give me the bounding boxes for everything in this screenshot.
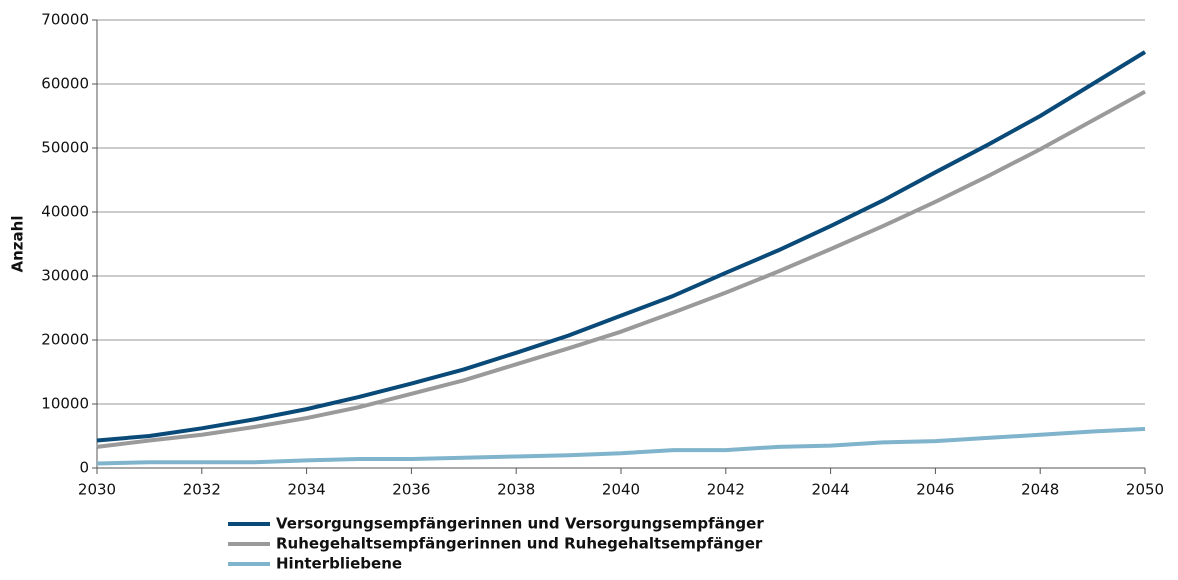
x-tick-label: 2048 bbox=[1021, 481, 1059, 499]
x-tick-label: 2036 bbox=[392, 481, 430, 499]
x-tick-label: 2044 bbox=[812, 481, 850, 499]
x-tick-label: 2030 bbox=[78, 481, 116, 499]
x-tick-label: 2038 bbox=[497, 481, 535, 499]
x-tick-label: 2040 bbox=[602, 481, 640, 499]
x-tick-label: 2046 bbox=[916, 481, 954, 499]
x-tick-label: 2050 bbox=[1126, 481, 1164, 499]
legend-label: Hinterbliebene bbox=[276, 555, 402, 573]
x-tick-label: 2042 bbox=[707, 481, 745, 499]
x-tick-label: 2034 bbox=[288, 481, 326, 499]
y-tick-label: 60000 bbox=[41, 75, 89, 93]
y-axis-label: Anzahl bbox=[9, 216, 27, 273]
series-line bbox=[96, 50, 1147, 443]
series-line bbox=[96, 426, 1146, 466]
y-tick-label: 0 bbox=[79, 459, 89, 477]
legend-label: Ruhegehaltsempfängerinnen und Ruhegehalt… bbox=[276, 535, 763, 553]
series-line bbox=[96, 89, 1146, 449]
y-tick-label: 50000 bbox=[41, 139, 89, 157]
y-tick-label: 70000 bbox=[41, 11, 89, 29]
legend-label: Versorgungsempfängerinnen und Versorgung… bbox=[276, 515, 764, 533]
y-tick-label: 40000 bbox=[41, 203, 89, 221]
x-tick-label: 2032 bbox=[183, 481, 221, 499]
y-tick-label: 10000 bbox=[41, 395, 89, 413]
y-tick-label: 30000 bbox=[41, 267, 89, 285]
y-tick-label: 20000 bbox=[41, 331, 89, 349]
